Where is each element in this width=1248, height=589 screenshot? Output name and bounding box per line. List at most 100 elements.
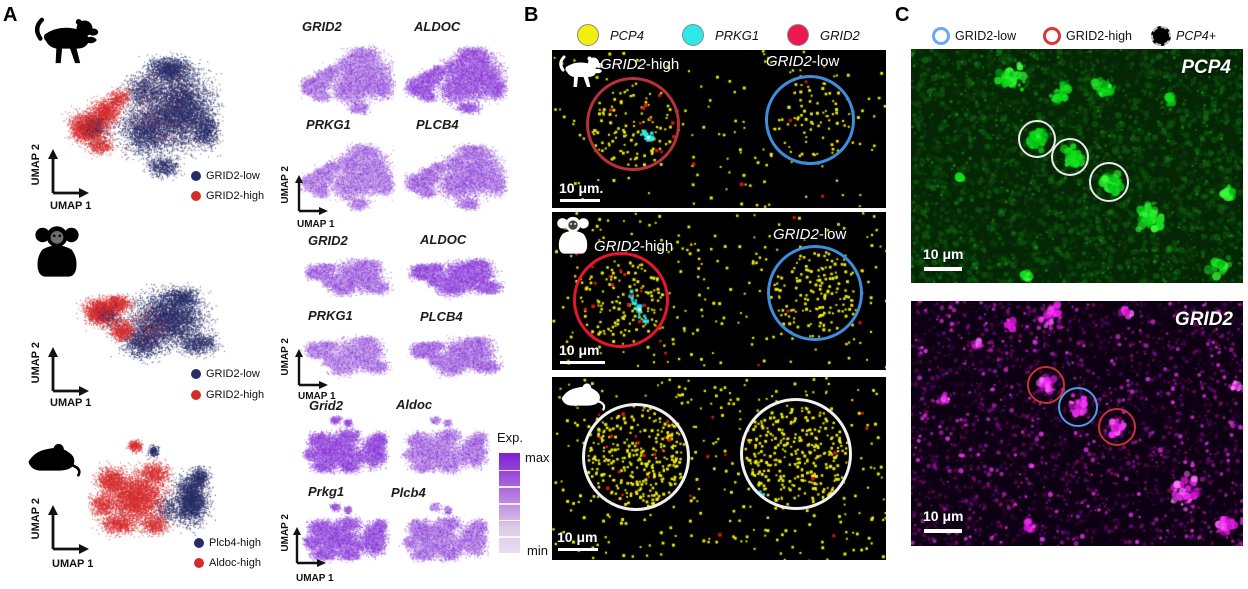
umap-axes-arrows <box>48 149 89 198</box>
colorbar-tick <box>499 519 520 522</box>
prkg1-dot-icon <box>682 24 704 46</box>
legend-item-grid2-high: GRID2-high <box>191 389 264 401</box>
c-legend-grid2-low: GRID2-low <box>932 27 1016 45</box>
fish-image-mouse: 10 μm <box>552 377 886 560</box>
grid2-high-label: GRID2-high <box>600 56 680 73</box>
legend-item-aldoc-high: Aldoc-high <box>194 557 261 569</box>
scalebar-label: 10 μm <box>923 508 964 524</box>
feature-label-prkg1-mouse: Prkg1 <box>308 484 345 499</box>
legend-dot-red <box>191 191 201 201</box>
umap-plot-marmoset <box>68 266 230 386</box>
feature-label-plcb4-mouse: Plcb4 <box>391 485 426 500</box>
fish-image-macaque: GRID2-high GRID2-low 10 μm. <box>552 50 886 208</box>
scalebar <box>560 361 605 364</box>
pcp4-fluorescence-image: PCP4 10 μm <box>911 49 1243 283</box>
legend-item-grid2-low: GRID2-low <box>191 170 260 182</box>
feature-plot-mouse-plcb4 <box>394 501 491 574</box>
colorbar-max-label: max <box>525 450 550 465</box>
panel-b-label: B <box>524 4 539 26</box>
umap1-axis-label: UMAP 1 <box>50 200 92 212</box>
grid2-high-circle <box>586 77 680 171</box>
mouse-icon <box>28 443 81 477</box>
umap1-axis-label: UMAP 1 <box>297 219 335 230</box>
c-legend-label: GRID2-high <box>1066 29 1132 43</box>
umap-plot-macaque <box>60 36 226 188</box>
b-legend-label: PCP4 <box>610 27 644 43</box>
macaque-icon-white <box>559 55 603 87</box>
feature-label-prkg1-macaque: PRKG1 <box>306 117 351 132</box>
c-legend-label: PCP4+ <box>1176 29 1216 43</box>
feature-plot-macaque-prkg1 <box>297 134 396 215</box>
umap2-axis-label: UMAP 2 <box>30 144 42 186</box>
grid2-low-circle <box>765 75 855 165</box>
pcp4-positive-circle-icon <box>1151 26 1171 46</box>
feature-label-grid2-mouse: Grid2 <box>309 398 343 413</box>
marmoset-icon-white <box>557 216 589 254</box>
umap2-axis-label: UMAP 2 <box>30 342 42 384</box>
feature-plot-marmoset-aldoc <box>401 249 509 309</box>
colorbar-tick <box>499 536 520 538</box>
pcp4-image-label: PCP4 <box>1181 57 1231 78</box>
fish-image-marmoset: GRID2-high GRID2-low 10 μm <box>552 212 886 370</box>
umap1-axis-label: UMAP 1 <box>50 397 92 409</box>
colorbar-tick <box>499 486 520 488</box>
legend-label: GRID2-low <box>206 368 260 380</box>
umap2-axis-label: UMAP 2 <box>280 166 291 204</box>
scalebar-label: 10 μm <box>557 529 598 545</box>
b-legend-label: PRKG1 <box>715 27 760 43</box>
c-legend-pcp4-positive: PCP4+ <box>1151 26 1216 46</box>
legend-item-grid2-low: GRID2-low <box>191 368 260 380</box>
umap1-axis-label: UMAP 1 <box>52 558 94 570</box>
scalebar-label: 10 μm <box>559 342 600 358</box>
grid2-dot-icon <box>787 24 809 46</box>
colorbar-tick <box>499 503 520 505</box>
scalebar-label: 10 μm <box>923 246 964 262</box>
pcp4-cell-circle <box>1089 162 1129 202</box>
legend-dot-navy <box>191 171 201 181</box>
feature-label-aldoc-mouse: Aldoc <box>396 397 433 412</box>
feature-plot-macaque-plcb4 <box>401 134 509 215</box>
legend-dot-red <box>194 558 204 568</box>
legend-dot-navy <box>194 538 204 548</box>
scalebar <box>560 199 600 202</box>
marmoset-icon <box>35 226 79 277</box>
umap-axes-arrows <box>295 349 328 389</box>
feature-label-grid2-macaque: GRID2 <box>302 19 342 34</box>
grid2-fluorescence-image: GRID2 10 μm <box>911 301 1243 546</box>
feature-plot-marmoset-grid2 <box>297 249 396 309</box>
legend-label: Plcb4-high <box>209 537 261 549</box>
grid2-high-cell-circle <box>1027 366 1065 404</box>
feature-label-plcb4-marmoset: PLCB4 <box>420 309 463 324</box>
umap-plot-mouse <box>76 436 216 558</box>
pcp4-cell-circle <box>1018 120 1056 158</box>
grid2-high-circle-icon <box>1043 27 1061 45</box>
grid2-high-circle <box>573 252 669 348</box>
feature-plot-marmoset-prkg1 <box>297 326 396 389</box>
scalebar-label: 10 μm. <box>559 180 604 196</box>
umap-axes-arrows <box>48 347 89 396</box>
legend-label: Aldoc-high <box>209 557 261 569</box>
pcp4-dot-icon <box>577 24 599 46</box>
b-legend-prkg1: PRKG1 <box>682 24 759 46</box>
expression-colorbar <box>499 453 520 553</box>
panel-a-label: A <box>3 4 18 26</box>
grid2-low-label: GRID2-low <box>773 226 847 243</box>
colorbar-tick <box>499 469 520 472</box>
feature-label-prkg1-marmoset: PRKG1 <box>308 308 353 323</box>
grid2-image-label: GRID2 <box>1174 309 1233 330</box>
grid2-low-circle-icon <box>932 27 950 45</box>
umap-axes-arrows <box>48 505 89 554</box>
legend-dot-red <box>191 390 201 400</box>
pcp4-cell-circle <box>1051 138 1089 176</box>
feature-label-grid2-marmoset: GRID2 <box>308 233 348 248</box>
umap-axes-arrows <box>295 175 328 215</box>
umap1-axis-label: UMAP 1 <box>298 391 336 402</box>
legend-label: GRID2-high <box>206 389 265 401</box>
grid2-low-circle <box>767 245 863 341</box>
b-legend-label: GRID2 <box>820 27 860 43</box>
scalebar <box>924 529 962 533</box>
legend-item-grid2-high: GRID2-high <box>191 190 264 202</box>
colorbar-title: Exp. <box>497 430 524 445</box>
feature-label-aldoc-macaque: ALDOC <box>414 19 461 34</box>
